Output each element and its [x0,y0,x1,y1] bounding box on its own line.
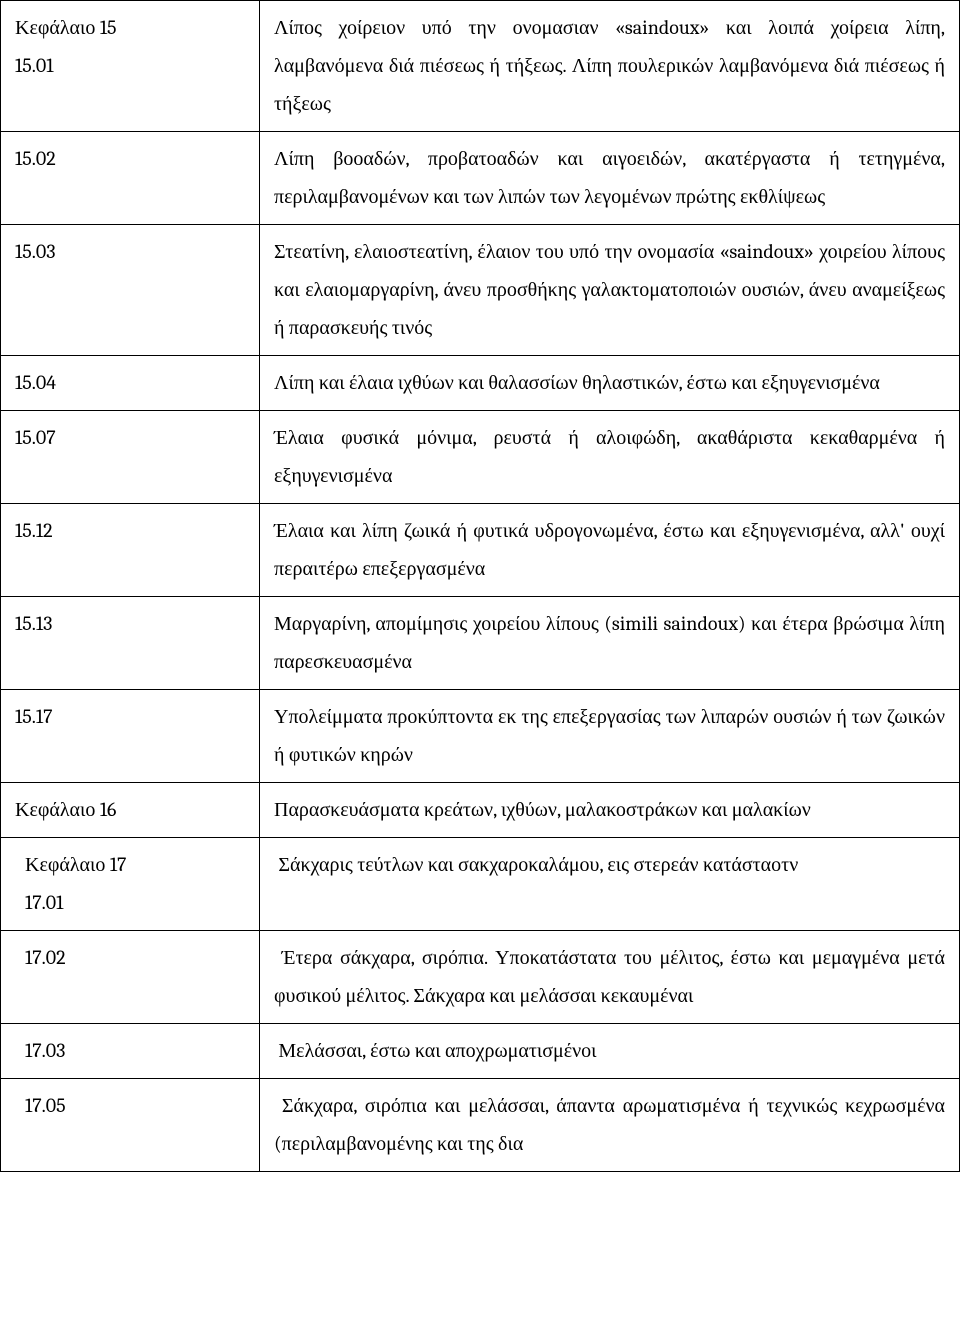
code-line: 15.12 [15,512,245,550]
description-cell: Υπολείμματα προκύπτοντα εκ της επεξεργασ… [260,690,960,783]
code-cell: 15.02 [1,132,260,225]
table-row: Κεφάλαιο 1515.01Λίπος χοίρειον υπό την ο… [1,1,960,132]
code-line: 15.04 [15,364,245,402]
code-line: 17.02 [25,939,245,977]
description-cell: Σάκχαρις τεύτλων και σακχαροκαλάμου, εις… [260,838,960,931]
code-line: 17.05 [25,1087,245,1125]
description-cell: Λίπη βοοαδών, προβατοαδών και αιγοειδών,… [260,132,960,225]
description-cell: Έτερα σάκχαρα, σιρόπια. Υποκατάστατα του… [260,931,960,1024]
code-line: Κεφάλαιο 17 [25,846,245,884]
code-cell: 17.05 [1,1079,260,1172]
table-row: Κεφάλαιο 16 Παρασκευάσματα κρεάτων, ιχθύω… [1,783,960,838]
code-cell: 17.03 [1,1024,260,1079]
code-cell: 17.02 [1,931,260,1024]
table-row: 17.02 Έτερα σάκχαρα, σιρόπια. Υποκατάστα… [1,931,960,1024]
description-cell: Λίπη και έλαια ιχθύων και θαλασσίων θηλα… [260,356,960,411]
description-cell: Παρασκευάσματα κρεάτων, ιχθύων, μαλακοστ… [260,783,960,838]
code-line: 15.02 [15,140,245,178]
code-cell: Κεφάλαιο 1717.01 [1,838,260,931]
classification-table: Κεφάλαιο 1515.01Λίπος χοίρειον υπό την ο… [0,0,960,1172]
code-cell: 15.07 [1,411,260,504]
table-row: 15.03 Στεατίνη, ελαιοστεατίνη, έλαιον του… [1,225,960,356]
table-row: 17.03 Μελάσσαι, έστω και αποχρωματισμένο… [1,1024,960,1079]
code-line: 15.07 [15,419,245,457]
code-line: Κεφάλαιο 16 [15,791,245,829]
code-line: Κεφάλαιο 15 [15,9,245,47]
code-line: 15.01 [15,47,245,85]
table-row: 15.17 Υπολείμματα προκύπτοντα εκ της επεξ… [1,690,960,783]
code-line: 17.01 [25,884,245,922]
table-row: 15.04 Λίπη και έλαια ιχθύων και θαλασσίων… [1,356,960,411]
table-row: Κεφάλαιο 1717.01 Σάκχαρις τεύτλων και σα… [1,838,960,931]
code-line: 15.13 [15,605,245,643]
code-cell: 15.17 [1,690,260,783]
table-body: Κεφάλαιο 1515.01Λίπος χοίρειον υπό την ο… [1,1,960,1172]
code-line: 15.03 [15,233,245,271]
description-cell: Σάκχαρα, σιρόπια και μελάσσαι, άπαντα αρ… [260,1079,960,1172]
description-cell: Έλαια και λίπη ζωικά ή φυτικά υδρογονωμέ… [260,504,960,597]
code-cell: Κεφάλαιο 1515.01 [1,1,260,132]
code-cell: 15.04 [1,356,260,411]
code-line: 17.03 [25,1032,245,1070]
description-cell: Στεατίνη, ελαιοστεατίνη, έλαιον του υπό … [260,225,960,356]
code-line: 15.17 [15,698,245,736]
description-cell: Λίπος χοίρειον υπό την ονομασιαν «saindo… [260,1,960,132]
code-cell: 15.03 [1,225,260,356]
table-row: 17.05 Σάκχαρα, σιρόπια και μελάσσαι, άπα… [1,1079,960,1172]
table-row: 15.07 Έλαια φυσικά μόνιμα, ρευστά ή αλοιφ… [1,411,960,504]
code-cell: 15.13 [1,597,260,690]
description-cell: Μελάσσαι, έστω και αποχρωματισμένοι [260,1024,960,1079]
description-cell: Έλαια φυσικά μόνιμα, ρευστά ή αλοιφώδη, … [260,411,960,504]
table-row: 15.13 Μαργαρίνη, απομίμησις χοιρείου λίπο… [1,597,960,690]
code-cell: 15.12 [1,504,260,597]
code-cell: Κεφάλαιο 16 [1,783,260,838]
description-cell: Μαργαρίνη, απομίμησις χοιρείου λίπους (s… [260,597,960,690]
table-row: 15.02 Λίπη βοοαδών, προβατοαδών και αιγοε… [1,132,960,225]
table-row: 15.12 Έλαια και λίπη ζωικά ή φυτικά υδρογ… [1,504,960,597]
